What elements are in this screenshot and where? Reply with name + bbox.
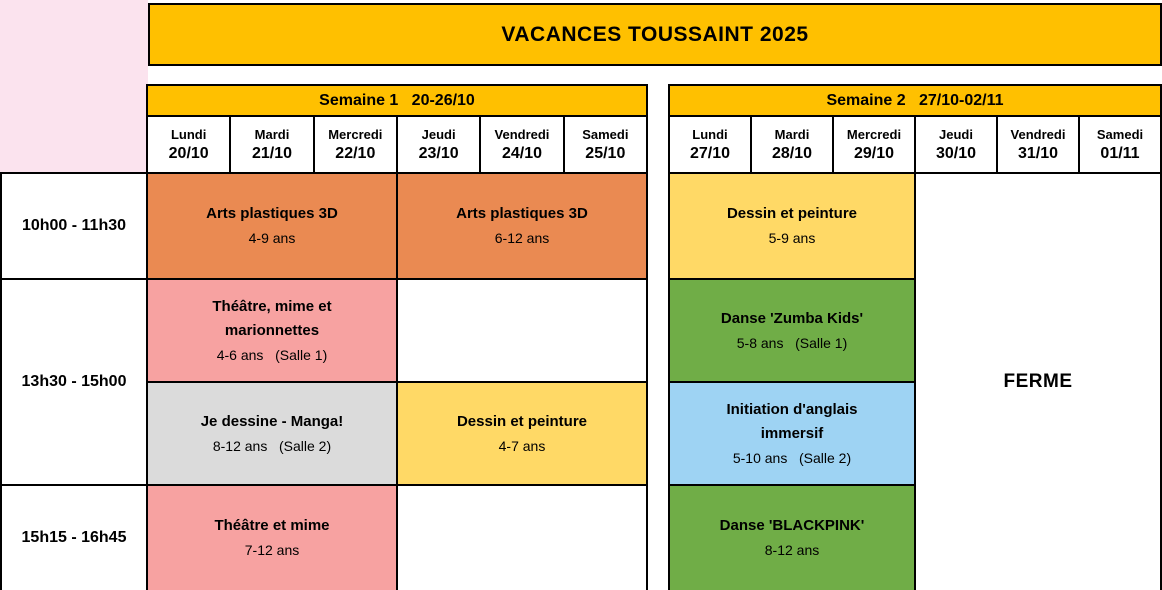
day-header-lundi-2010: Lundi 20/10 bbox=[145, 115, 232, 174]
activity-title: Arts plastiques 3D bbox=[206, 205, 338, 222]
activity-title: Dessin et peinture bbox=[456, 412, 588, 430]
activity-title-line2: marionnettes bbox=[224, 321, 320, 339]
day-name: Lundi bbox=[692, 127, 728, 143]
activity-details: 5-8 ans (Salle 1) bbox=[736, 334, 848, 351]
activity-cell-theatre-marionnettes-w1: Théâtre, mime et marionnettes 4-6 ans (S… bbox=[146, 278, 398, 383]
day-name: Samedi bbox=[582, 127, 629, 143]
activity-title: Initiation d'anglais bbox=[726, 400, 858, 418]
activity-details: 4-7 ans bbox=[498, 437, 546, 454]
day-header-vendredi-2410: Vendredi 24/10 bbox=[479, 115, 565, 174]
activity-title-line2: immersif bbox=[760, 424, 824, 442]
empty-cell-w1-aft1-thu-sat bbox=[395, 278, 649, 383]
day-date: 24/10 bbox=[501, 144, 542, 162]
day-header-jeudi-3010: Jeudi 30/10 bbox=[914, 115, 998, 174]
day-date: 30/10 bbox=[935, 144, 977, 162]
day-date: 01/11 bbox=[1100, 144, 1140, 162]
activity-cell-danse-zumba-kids-w2: Danse 'Zumba Kids' 5-8 ans (Salle 1) bbox=[668, 278, 916, 383]
day-name: Jeudi bbox=[421, 127, 456, 143]
day-header-samedi-0111: Samedi 01/11 bbox=[1078, 115, 1162, 174]
closed-cell-ferme: FERME bbox=[914, 172, 1162, 590]
activity-details: 5-9 ans bbox=[768, 230, 816, 246]
time-slot-label: 15h15 - 16h45 bbox=[0, 484, 148, 590]
day-name: Vendredi bbox=[1010, 127, 1066, 143]
activity-cell-dessin-peinture-w1-thu-sat: Dessin et peinture 4-7 ans bbox=[395, 381, 649, 486]
activity-title: Danse 'Zumba Kids' bbox=[720, 309, 864, 327]
week2-table: Semaine 2 27/10-02/11 Lundi 27/10 Mardi … bbox=[668, 84, 1162, 590]
day-date: 23/10 bbox=[418, 144, 459, 162]
day-name: Vendredi bbox=[494, 127, 550, 143]
week1-table: Semaine 1 20-26/10 Lundi 20/10 Mardi 21/… bbox=[145, 84, 649, 590]
activity-title: Arts plastiques 3D bbox=[456, 205, 588, 222]
activity-title: Dessin et peinture bbox=[726, 205, 858, 222]
day-header-mercredi-2210: Mercredi 22/10 bbox=[312, 115, 398, 174]
day-header-mardi-2110: Mardi 21/10 bbox=[229, 115, 315, 174]
activity-details: 4-9 ans bbox=[248, 230, 296, 246]
closed-label: FERME bbox=[1003, 371, 1073, 392]
time-column: 10h00 - 11h30 13h30 - 15h00 15h15 - 16h4… bbox=[0, 172, 148, 590]
activity-cell-arts-plastiques-w1-thu-sat: Arts plastiques 3D 6-12 ans bbox=[395, 172, 649, 280]
activity-details: 7-12 ans bbox=[244, 542, 300, 558]
activity-cell-danse-blackpink-w2: Danse 'BLACKPINK' 8-12 ans bbox=[668, 484, 916, 590]
empty-cell-w1-late-thu-sat bbox=[395, 484, 649, 590]
day-name: Jeudi bbox=[939, 127, 973, 143]
day-name: Mardi bbox=[774, 127, 810, 143]
time-slot-label: 13h30 - 15h00 bbox=[0, 278, 148, 486]
activity-details: 8-12 ans bbox=[764, 542, 820, 558]
activity-title: Je dessine - Manga! bbox=[200, 412, 344, 430]
activity-cell-arts-plastiques-w1-mon-wed: Arts plastiques 3D 4-9 ans bbox=[146, 172, 398, 280]
day-name: Mercredi bbox=[846, 127, 902, 143]
day-name: Mercredi bbox=[328, 127, 383, 143]
day-date: 29/10 bbox=[853, 144, 895, 162]
day-date: 20/10 bbox=[168, 144, 209, 162]
corner-spacer bbox=[0, 0, 148, 172]
day-name: Samedi bbox=[1096, 127, 1144, 143]
day-date: 25/10 bbox=[585, 144, 626, 162]
day-header-jeudi-2310: Jeudi 23/10 bbox=[395, 115, 482, 174]
day-header-vendredi-3110: Vendredi 31/10 bbox=[996, 115, 1080, 174]
activity-details: 6-12 ans bbox=[494, 230, 550, 246]
activity-cell-dessin-peinture-w2: Dessin et peinture 5-9 ans bbox=[668, 172, 916, 280]
activity-details: 8-12 ans (Salle 2) bbox=[212, 437, 332, 454]
day-header-samedi-2510: Samedi 25/10 bbox=[562, 115, 649, 174]
day-name: Lundi bbox=[170, 127, 207, 143]
activity-title: Théâtre, mime et bbox=[212, 297, 332, 315]
day-name: Mardi bbox=[254, 127, 290, 143]
day-date: 27/10 bbox=[689, 144, 731, 162]
day-header-mercredi-2910: Mercredi 29/10 bbox=[832, 115, 916, 174]
activity-title: Théâtre et mime bbox=[214, 517, 330, 534]
week2-header: Semaine 2 27/10-02/11 bbox=[668, 84, 1162, 117]
activity-details: 4-6 ans (Salle 1) bbox=[216, 346, 328, 363]
day-header-lundi-2710: Lundi 27/10 bbox=[668, 115, 752, 174]
week1-header: Semaine 1 20-26/10 bbox=[146, 84, 648, 117]
activity-cell-initiation-anglais-w2: Initiation d'anglais immersif 5-10 ans (… bbox=[668, 381, 916, 486]
day-date: 22/10 bbox=[335, 144, 376, 162]
day-header-mardi-2810: Mardi 28/10 bbox=[750, 115, 834, 174]
activity-title: Danse 'BLACKPINK' bbox=[719, 517, 865, 534]
activity-cell-je-dessine-manga-w1: Je dessine - Manga! 8-12 ans (Salle 2) bbox=[146, 381, 398, 486]
page-title: VACANCES TOUSSAINT 2025 bbox=[148, 3, 1162, 66]
activity-cell-theatre-et-mime-w1: Théâtre et mime 7-12 ans bbox=[146, 484, 398, 590]
day-date: 28/10 bbox=[771, 144, 813, 162]
activity-details: 5-10 ans (Salle 2) bbox=[732, 449, 852, 466]
day-date: 21/10 bbox=[251, 144, 293, 162]
day-date: 31/10 bbox=[1017, 144, 1059, 162]
time-slot-label: 10h00 - 11h30 bbox=[0, 172, 148, 280]
